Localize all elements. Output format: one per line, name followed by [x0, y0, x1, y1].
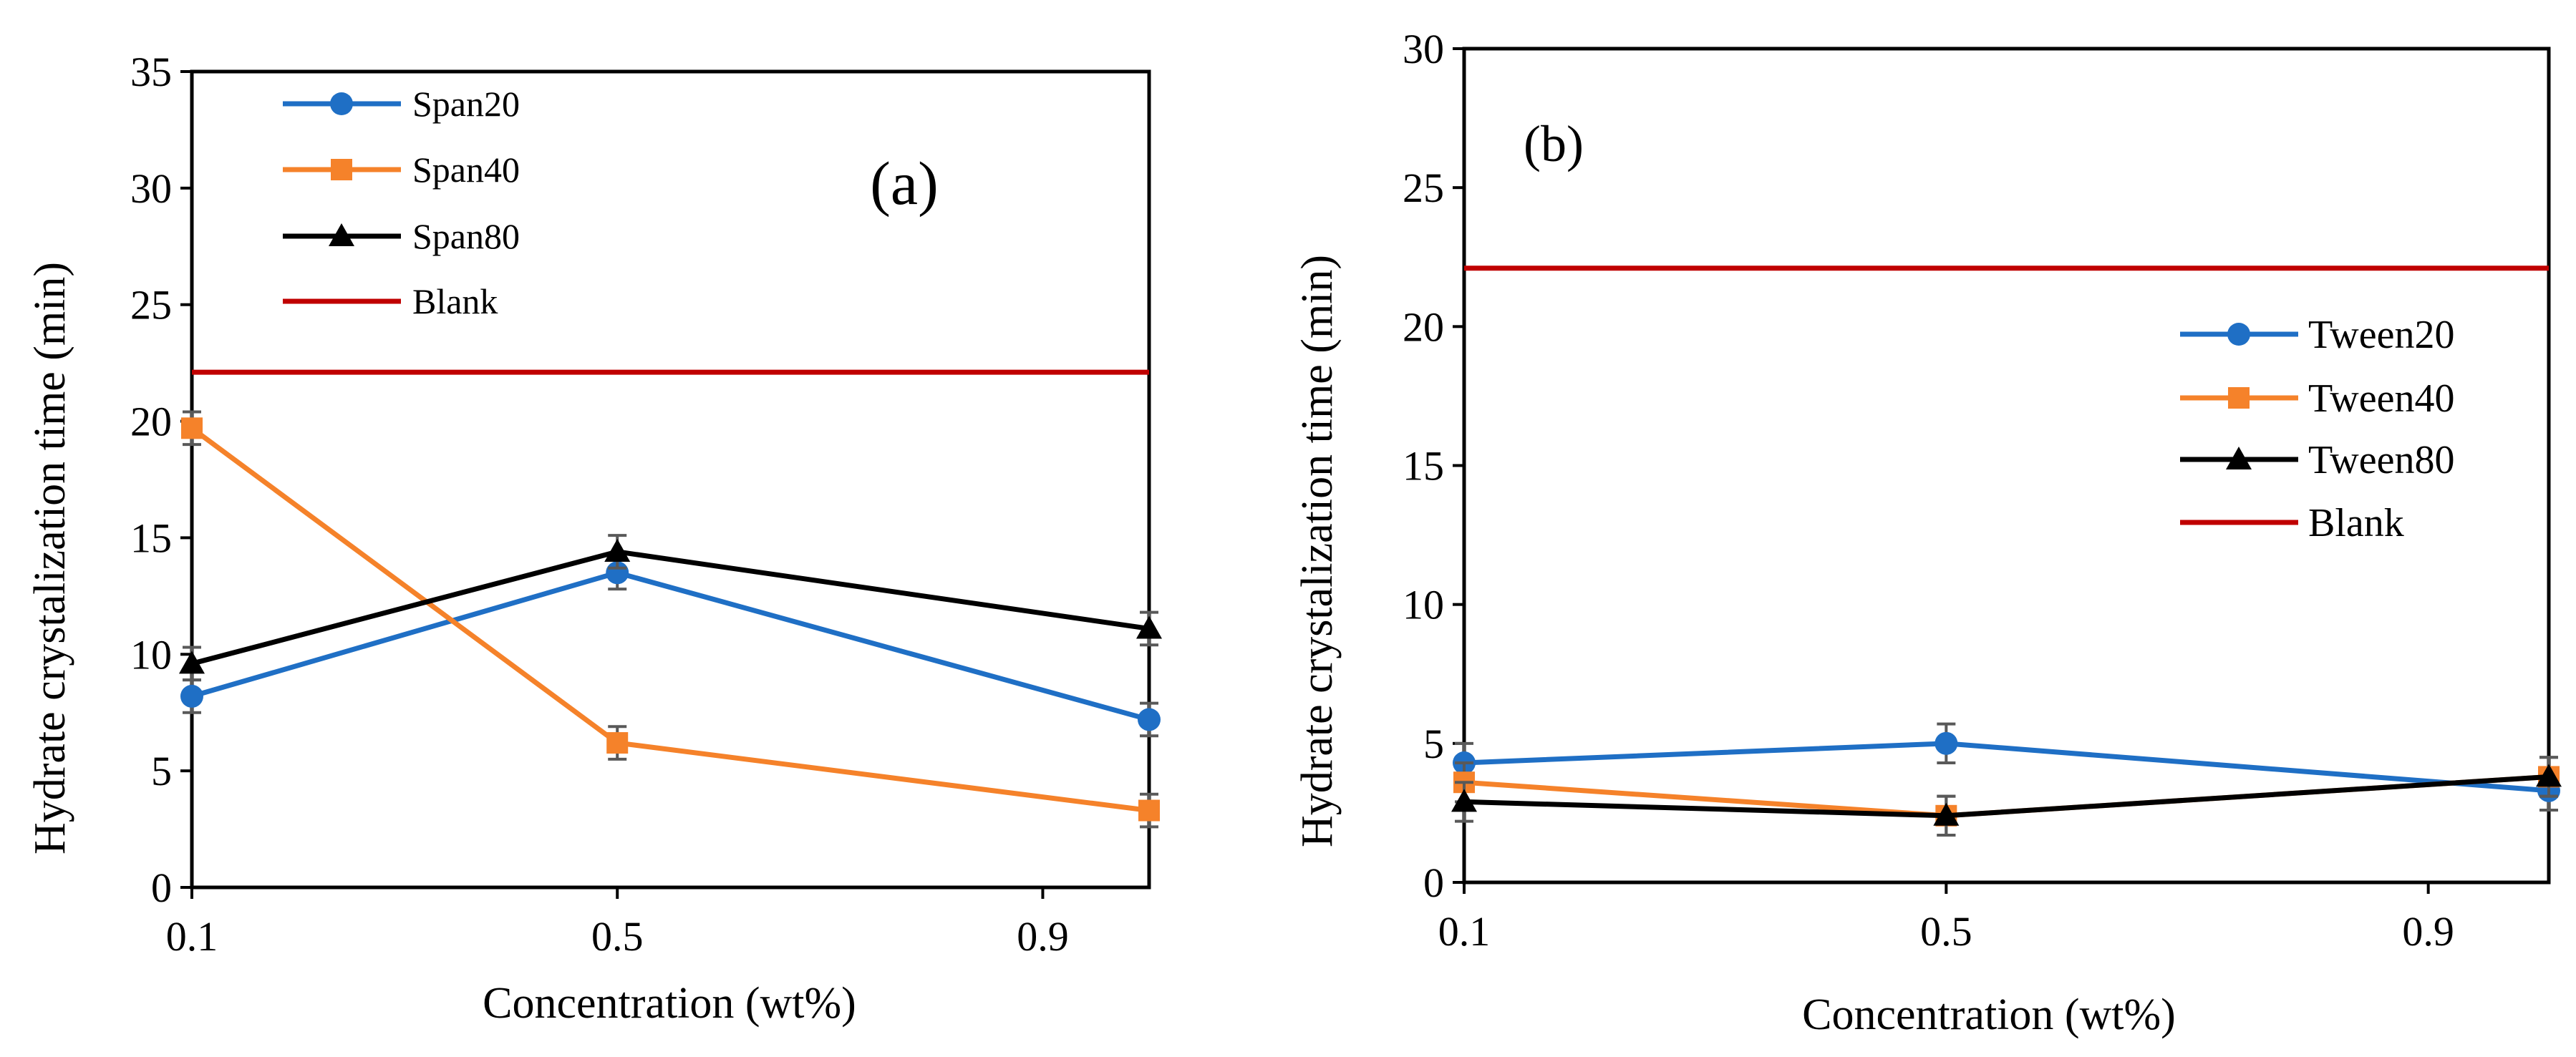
legend-item: Tween20: [2180, 313, 2454, 357]
y-axis-title: Hydrate crystalization time (min): [1293, 255, 1342, 847]
y-tick-label: 10: [1403, 582, 1444, 628]
x-axis-title: Concentration (wt%): [1802, 990, 2176, 1039]
y-tick-label: 20: [130, 399, 172, 445]
series-line-span80: [191, 549, 1150, 666]
y-tick-label: 20: [1403, 303, 1444, 350]
data-point-span80: [179, 651, 205, 674]
y-tick-label: 30: [1403, 26, 1444, 72]
y-tick-label: 5: [1423, 721, 1444, 767]
legend-label: Blank: [2308, 501, 2404, 545]
legend: Tween20 Tween40 Tween80 Blank: [2180, 313, 2454, 545]
data-point-span40: [181, 417, 203, 439]
y-tick-label: 30: [130, 165, 172, 212]
legend-swatch-marker: [2227, 323, 2250, 346]
legend: Span20 Span40 Span80 Blank: [283, 84, 520, 321]
legend-swatch-marker: [331, 159, 352, 180]
chart-panel-a: 0 5 10 15 20 25 30 35 0.1 0.5 0.9 (a) Concentratio…: [26, 49, 1162, 1028]
x-tick-label: 0.5: [1920, 908, 1972, 955]
legend-item: Blank: [283, 281, 498, 321]
chart-panel-b: 0 5 10 15 20 25 30 0.1 0.5 0.9 (b) Concentration …: [1293, 26, 2562, 1039]
legend-label: Tween20: [2308, 313, 2454, 357]
legend-swatch-marker: [2228, 387, 2250, 409]
y-tick-label: 10: [130, 631, 172, 678]
series-line-tween20: [1463, 741, 2550, 794]
data-point-tween20: [1935, 731, 1958, 755]
legend-label: Span80: [412, 216, 520, 256]
data-point-span40: [606, 732, 629, 754]
data-point-span80: [604, 538, 631, 562]
x-axis-title: Concentration (wt%): [483, 979, 856, 1028]
data-point-tween80: [2536, 764, 2562, 787]
legend-item: Blank: [2180, 501, 2404, 545]
data-point-span20: [1138, 708, 1161, 731]
legend-label: Tween80: [2308, 438, 2454, 482]
legend-label: Tween40: [2308, 376, 2454, 421]
y-tick-label: 15: [1403, 443, 1444, 489]
y-tick-label: 0: [1423, 859, 1444, 906]
y-tick-label: 25: [1403, 165, 1444, 211]
legend-item: Tween40: [2180, 376, 2454, 421]
panel-label: (a): [870, 149, 938, 218]
y-tick-label: 5: [151, 748, 172, 794]
x-tick-label: 0.1: [166, 913, 218, 960]
legend-label: Blank: [412, 281, 498, 321]
legend-swatch-marker: [2226, 447, 2252, 469]
y-axis-title: Hydrate crystalization time (min): [26, 262, 74, 854]
legend-swatch-marker: [330, 92, 353, 115]
series-line-span40: [190, 426, 1150, 813]
x-tick-label: 0.1: [1438, 908, 1491, 955]
legend-item: Span20: [283, 84, 520, 124]
series-line-span20: [191, 570, 1150, 722]
y-tick-label: 0: [151, 864, 172, 911]
legend-item: Tween80: [2180, 438, 2454, 482]
y-tick-label: 15: [130, 515, 172, 561]
data-point-tween80: [1451, 789, 1477, 812]
x-tick-label: 0.9: [2402, 908, 2454, 955]
y-tick-label: 35: [130, 49, 172, 95]
data-point-span20: [180, 684, 203, 708]
data-point-span40: [1138, 799, 1160, 822]
legend-label: Span40: [412, 150, 520, 190]
data-point-span80: [1136, 615, 1162, 639]
legend-swatch-marker: [329, 223, 354, 246]
series-line-tween80: [1463, 774, 2550, 819]
legend-label: Span20: [412, 84, 520, 124]
plot-frame: [190, 69, 1151, 890]
panel-label: (b): [1524, 115, 1584, 172]
legend-item: Span40: [283, 150, 520, 190]
legend-item: Span80: [283, 216, 520, 256]
x-tick-label: 0.9: [1017, 913, 1069, 960]
data-point-tween80: [1933, 802, 1960, 826]
y-tick-label: 25: [130, 282, 172, 328]
x-tick-label: 0.5: [591, 913, 644, 960]
